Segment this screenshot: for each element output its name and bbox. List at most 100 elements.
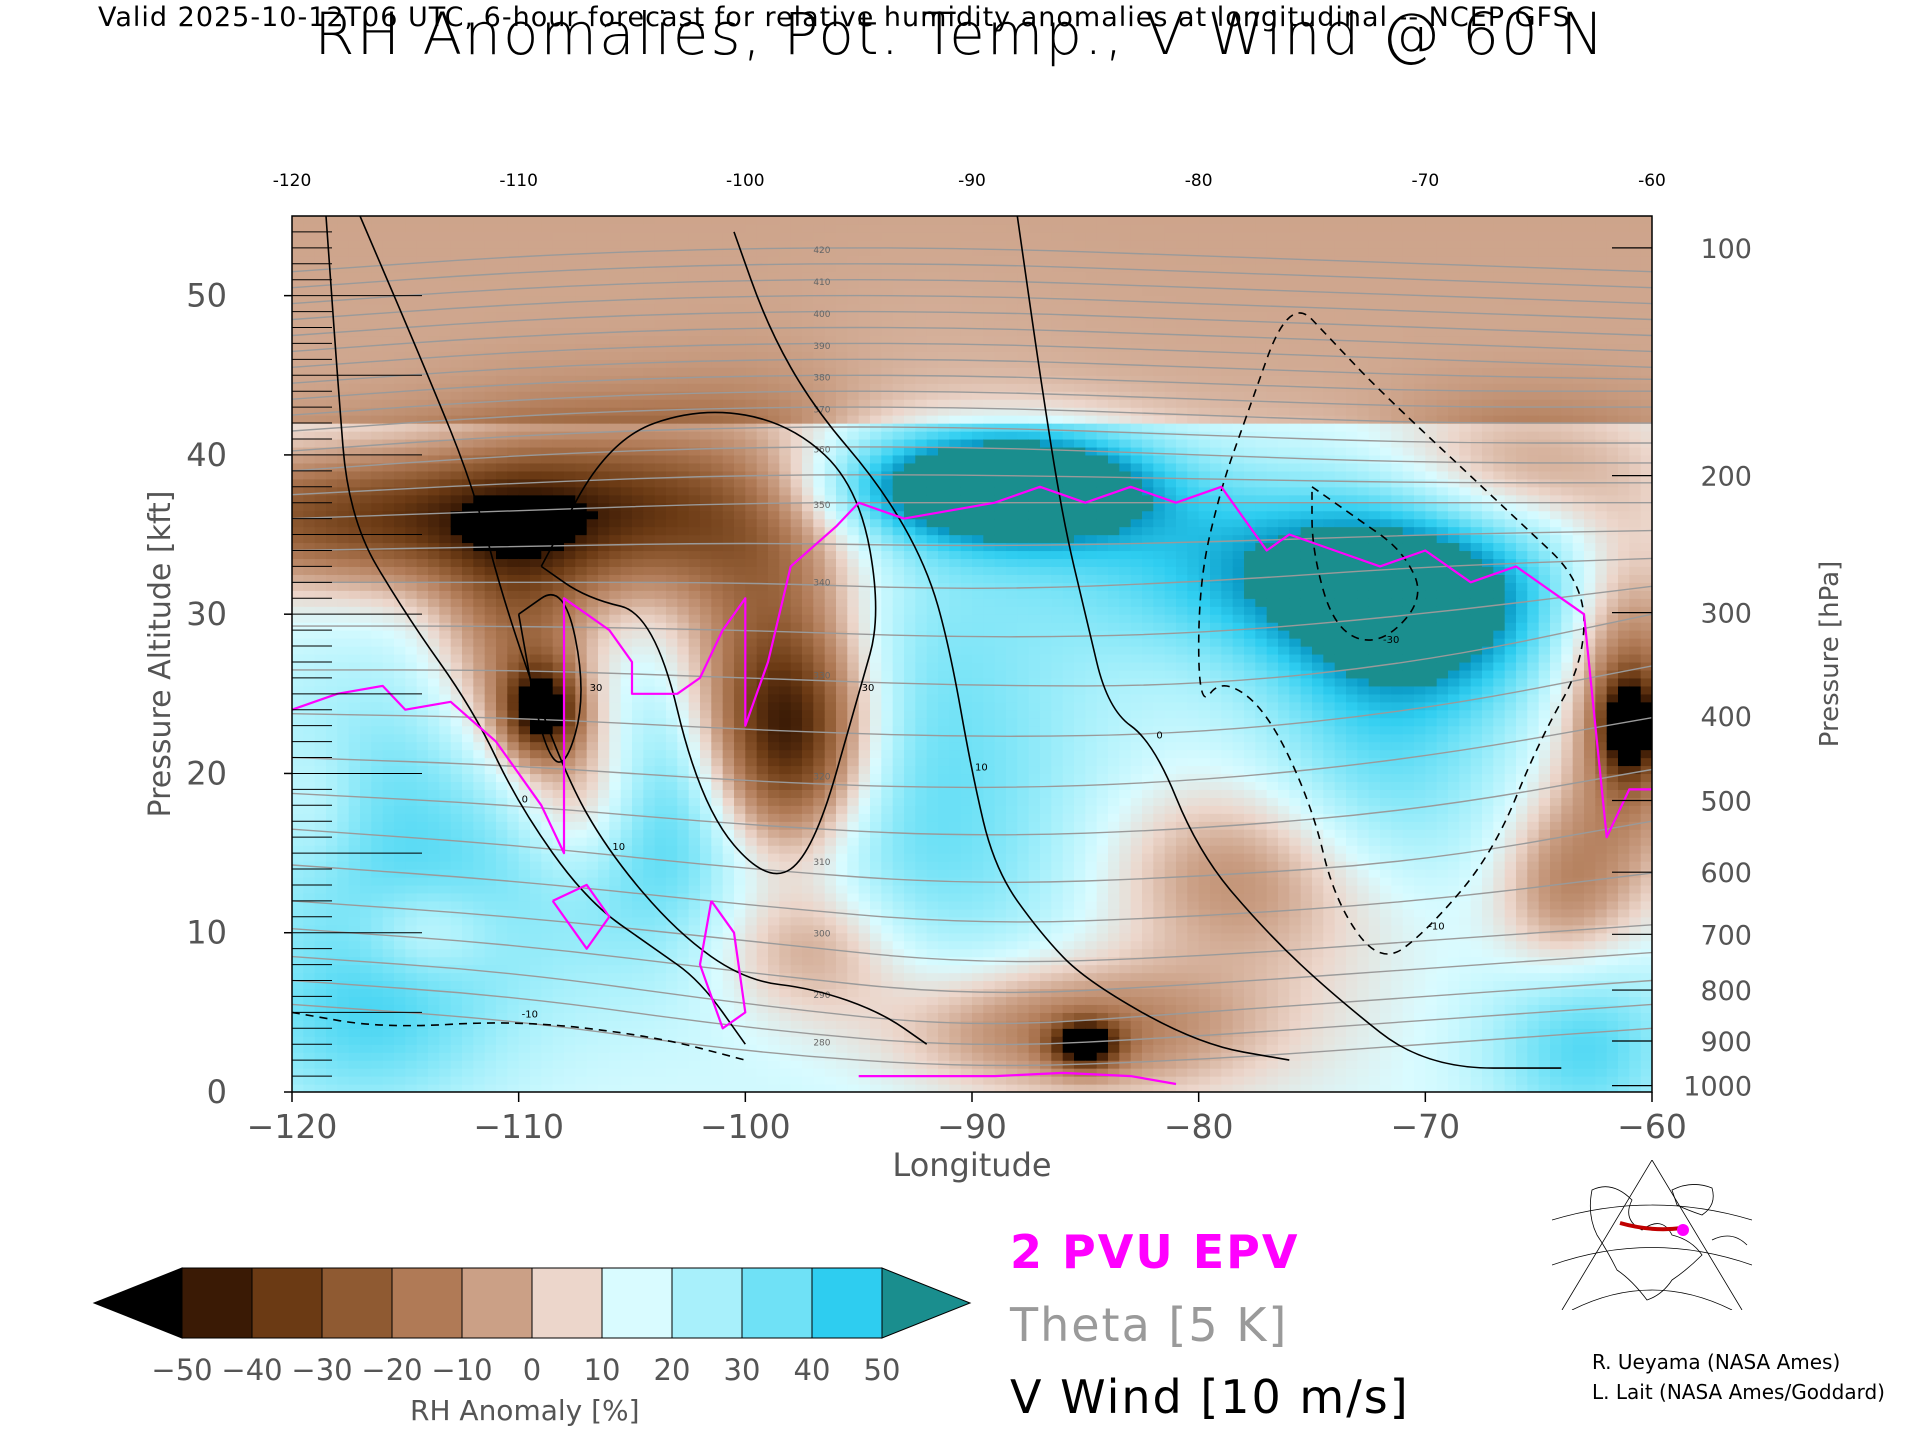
rh-cell bbox=[394, 980, 406, 990]
rh-cell bbox=[643, 359, 656, 368]
rh-cell bbox=[439, 550, 452, 560]
rh-cell bbox=[428, 869, 440, 878]
rh-cell bbox=[518, 279, 531, 289]
rh-cell bbox=[360, 391, 372, 400]
rh-cell bbox=[371, 590, 384, 599]
rh-cell bbox=[802, 988, 814, 998]
rh-cell bbox=[371, 781, 384, 790]
rh-cell bbox=[541, 693, 554, 703]
rh-cell bbox=[541, 669, 554, 679]
rh-cell bbox=[507, 263, 520, 273]
rh-cell bbox=[779, 829, 792, 838]
rh-cell bbox=[382, 470, 395, 480]
rh-cell bbox=[756, 677, 769, 687]
rh-cell bbox=[790, 224, 803, 233]
rh-cell bbox=[496, 606, 508, 615]
rh-cell bbox=[484, 343, 497, 352]
rh-cell bbox=[586, 319, 599, 329]
rh-cell bbox=[745, 462, 758, 472]
rh-cell bbox=[496, 821, 508, 830]
rh-cell bbox=[382, 869, 395, 878]
rh-cell bbox=[371, 892, 384, 902]
rh-cell bbox=[450, 1036, 463, 1045]
rh-cell bbox=[416, 407, 429, 416]
rh-cell bbox=[405, 558, 418, 567]
rh-cell bbox=[507, 279, 520, 289]
rh-cell bbox=[326, 813, 338, 822]
rh-cell bbox=[382, 462, 395, 472]
rh-cell bbox=[598, 1036, 610, 1045]
rh-cell bbox=[598, 327, 610, 337]
rh-cell bbox=[371, 773, 384, 783]
rh-cell bbox=[598, 964, 610, 974]
rh-cell bbox=[484, 295, 497, 305]
rh-cell bbox=[484, 773, 497, 783]
rh-cell bbox=[598, 948, 610, 958]
rh-cell bbox=[348, 948, 361, 958]
rh-cell bbox=[586, 1060, 599, 1069]
rh-cell bbox=[371, 884, 384, 894]
rh-cell bbox=[405, 391, 418, 400]
rh-cell bbox=[768, 439, 780, 448]
rh-cell bbox=[779, 1028, 792, 1037]
rh-cell bbox=[394, 669, 406, 679]
rh-cell bbox=[552, 478, 565, 488]
rh-cell bbox=[326, 1076, 338, 1085]
rh-cell bbox=[303, 662, 316, 671]
rh-cell bbox=[371, 327, 384, 337]
rh-cell bbox=[382, 224, 395, 233]
rh-cell bbox=[473, 303, 486, 313]
rh-cell bbox=[722, 1028, 735, 1037]
rh-cell bbox=[473, 948, 486, 958]
rh-cell bbox=[722, 646, 735, 655]
rh-cell bbox=[473, 845, 486, 854]
rh-cell bbox=[666, 861, 678, 870]
rh-cell bbox=[348, 598, 361, 607]
rh-cell bbox=[745, 789, 758, 798]
rh-cell bbox=[734, 996, 746, 1005]
rh-cell bbox=[371, 654, 384, 663]
rh-cell bbox=[552, 239, 565, 249]
rh-cell bbox=[722, 869, 735, 878]
rh-cell bbox=[586, 1084, 599, 1092]
rh-cell bbox=[292, 614, 304, 623]
rh-cell bbox=[666, 797, 678, 806]
rh-cell bbox=[541, 582, 554, 591]
rh-cell bbox=[722, 972, 735, 982]
rh-cell bbox=[428, 1084, 440, 1092]
rh-cell bbox=[507, 343, 520, 352]
rh-cell bbox=[484, 685, 497, 695]
rh-cell bbox=[779, 407, 792, 416]
rh-cell bbox=[530, 359, 542, 368]
rh-cell bbox=[711, 263, 724, 273]
rh-cell bbox=[586, 566, 599, 575]
rh-cell bbox=[790, 1068, 803, 1077]
rh-cell bbox=[790, 1036, 803, 1045]
rh-cell bbox=[586, 638, 599, 647]
rh-cell bbox=[722, 964, 735, 974]
rh-cell bbox=[428, 630, 440, 639]
rh-cell bbox=[518, 837, 531, 846]
rh-cell bbox=[314, 216, 327, 225]
rh-cell bbox=[586, 279, 599, 289]
rh-cell bbox=[802, 741, 814, 751]
rh-cell bbox=[768, 996, 780, 1005]
rh-cell bbox=[382, 454, 395, 464]
rh-cell bbox=[552, 988, 565, 998]
rh-cell bbox=[530, 837, 542, 846]
rh-cell bbox=[745, 1036, 758, 1045]
rh-cell bbox=[575, 566, 588, 575]
rh-cell bbox=[677, 303, 690, 313]
rh-cell bbox=[416, 399, 429, 408]
rh-cell bbox=[405, 638, 418, 647]
rh-cell bbox=[394, 486, 406, 496]
rh-cell bbox=[790, 837, 803, 846]
rh-cell bbox=[575, 216, 588, 225]
rh-cell bbox=[552, 510, 565, 520]
rh-cell bbox=[450, 494, 463, 504]
rh-cell bbox=[609, 662, 622, 671]
rh-cell bbox=[700, 319, 712, 329]
rh-cell bbox=[416, 239, 429, 249]
rh-cell bbox=[620, 287, 633, 297]
rh-cell bbox=[314, 319, 327, 329]
